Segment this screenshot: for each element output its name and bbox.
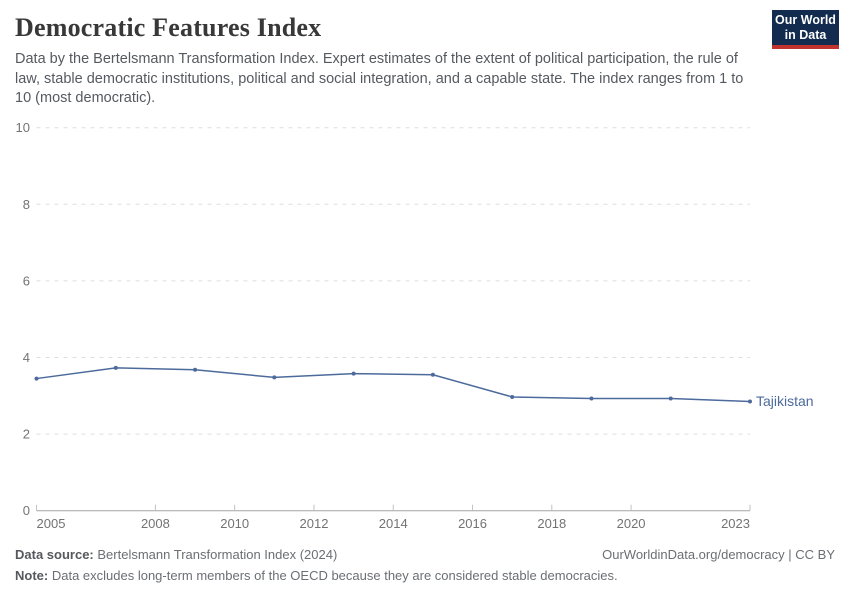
data-point[interactable]: [113, 365, 118, 370]
y-tick-label: 4: [23, 350, 30, 365]
owid-logo-line1: Our World: [775, 13, 836, 27]
owid-logo-line2: in Data: [784, 28, 827, 42]
x-tick-label: 2020: [617, 516, 646, 531]
x-tick-label: 2008: [141, 516, 170, 531]
y-tick-label: 8: [23, 197, 30, 212]
license-text[interactable]: OurWorldinData.org/democracy | CC BY: [602, 547, 835, 562]
data-point[interactable]: [193, 367, 198, 372]
data-source-value: Bertelsmann Transformation Index (2024): [97, 547, 338, 562]
chart-footer: Data source: Bertelsmann Transformation …: [15, 546, 835, 584]
x-tick-label: 2023: [721, 516, 750, 531]
data-point[interactable]: [748, 399, 752, 404]
data-point[interactable]: [34, 376, 39, 381]
data-point[interactable]: [589, 396, 594, 401]
data-point[interactable]: [272, 375, 277, 380]
note-label: Note:: [15, 568, 49, 583]
x-tick-label: 2018: [537, 516, 566, 531]
data-source-label: Data source:: [15, 547, 94, 562]
x-tick-label: 2014: [379, 516, 408, 531]
x-tick-label: 2016: [458, 516, 487, 531]
data-source-text: Data source: Bertelsmann Transformation …: [15, 546, 337, 563]
series-line[interactable]: [36, 367, 751, 403]
series-label[interactable]: Tajikistan: [756, 393, 814, 409]
chart-subtitle: Data by the Bertelsmann Transformation I…: [15, 51, 744, 106]
data-point[interactable]: [668, 396, 673, 401]
footnote: Note: Data excludes long-term members of…: [15, 567, 835, 584]
data-point[interactable]: [510, 394, 515, 399]
line-chart[interactable]: 0 2 4 6 8 10 2005 2008 2010 2012 2014 2016 2018 2020 2…: [0, 115, 850, 535]
y-tick-label: 2: [23, 427, 30, 442]
x-tick-label: 2010: [220, 516, 249, 531]
y-tick-label: 10: [16, 120, 30, 135]
page-title: Democratic Features Index: [15, 13, 322, 42]
x-tick-label: 2012: [300, 516, 329, 531]
y-tick-label: 6: [23, 273, 30, 288]
y-tick-label: 0: [23, 503, 30, 518]
data-point[interactable]: [351, 371, 356, 376]
x-tick-label: 2005: [37, 516, 66, 531]
license-link[interactable]: OurWorldinData.org/democracy | CC BY: [602, 546, 835, 563]
data-point[interactable]: [430, 372, 435, 377]
owid-logo: Our World in Data: [772, 10, 839, 49]
note-text: Data excludes long-term members of the O…: [51, 568, 618, 583]
